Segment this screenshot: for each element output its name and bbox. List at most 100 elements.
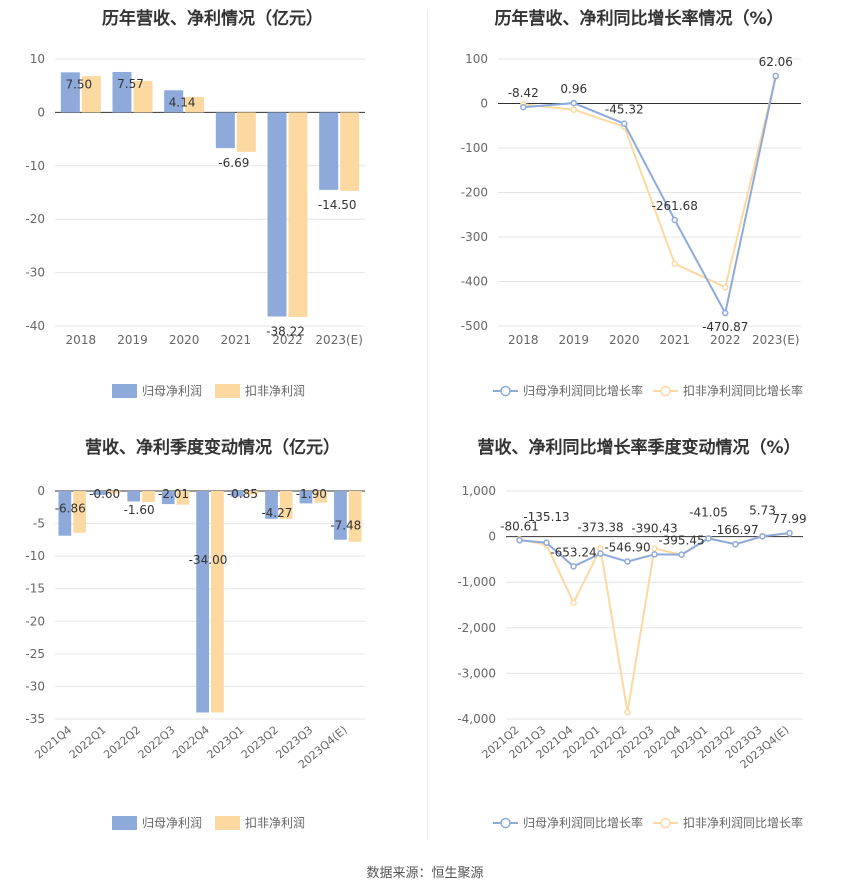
- y-tick-label: -500: [461, 319, 488, 333]
- data-source: 数据来源：恒生聚源: [366, 866, 484, 881]
- quarterly-growth-chart: 营收、净利同比增长率季度变动情况（%） 1,000 0 -1,000 -2,000 -3…: [428, 425, 850, 845]
- x-tick-label: 2022: [272, 333, 303, 347]
- data-label: -0.85: [227, 487, 258, 501]
- line-point: [651, 545, 658, 552]
- data-label: -135.13: [523, 510, 569, 524]
- bar-parent-net-profit: [161, 491, 175, 505]
- line-point: [671, 260, 678, 267]
- annual-growth-svg: 100 0 -100 -200 -300 -400 -500 2018 2019 2020 2021…: [461, 52, 803, 398]
- data-label: -8.42: [508, 86, 539, 100]
- line-point: [624, 708, 631, 716]
- data-label: 7.57: [117, 77, 144, 91]
- data-label: -373.38: [577, 521, 623, 535]
- line-point: [671, 216, 678, 224]
- data-label: 7.50: [65, 77, 92, 91]
- data-label: -166.97: [712, 523, 758, 537]
- bar-deducted-net-profit: [176, 491, 190, 505]
- x-tick-label: 2019: [558, 333, 589, 347]
- bar-deducted-net-profit: [340, 112, 360, 191]
- bar-parent-net-profit: [127, 491, 141, 502]
- line-point: [678, 551, 685, 558]
- bar-deducted-net-profit: [279, 491, 293, 520]
- y-tick-label: -10: [25, 159, 45, 173]
- data-label: -546.90: [604, 541, 650, 555]
- data-label: 4.14: [169, 95, 196, 109]
- x-tick-label: 2022Q1: [67, 723, 109, 761]
- y-tick-label: 0: [37, 484, 45, 498]
- x-tick-label: 2019: [117, 333, 148, 347]
- y-tick-label: 0: [37, 105, 45, 119]
- y-tick-label: 10: [30, 52, 45, 66]
- bar-deducted-net-profit: [288, 112, 308, 317]
- line-point: [772, 72, 779, 80]
- x-tick-label: 2022Q4: [170, 723, 212, 761]
- bar-deducted-net-profit: [245, 491, 259, 495]
- data-label: -1.60: [124, 503, 155, 517]
- legend-swatch: [112, 384, 137, 398]
- y-tick-label: -100: [461, 141, 488, 155]
- bar-parent-net-profit: [215, 112, 235, 149]
- data-label: 62.06: [759, 55, 793, 69]
- annual-growth-chart: 历年营收、净利同比增长率情况（%） 100 0 -100 -200 -300 -400 -5…: [428, 0, 850, 420]
- x-tick-label: 2023Q2: [239, 723, 281, 761]
- legend-label: 归母净利润: [142, 816, 202, 830]
- y-tick-label: -35: [25, 712, 45, 726]
- line-point: [705, 535, 712, 542]
- y-tick-label: 1,000: [462, 484, 496, 498]
- data-label: -470.87: [702, 320, 748, 334]
- x-tick-label: 2022Q2: [101, 723, 143, 761]
- y-tick-label: -40: [25, 319, 45, 333]
- line-point: [651, 551, 658, 558]
- y-tick-label: -200: [461, 186, 488, 200]
- legend-label: 归母净利润: [142, 384, 202, 398]
- legend-label: 归母净利润同比增长率: [523, 815, 643, 830]
- data-label: -0.60: [89, 487, 120, 501]
- quarterly-profit-chart: 营收、净利季度变动情况（亿元） 0 -5 -10 -15 -20 -25 -30 -35 202…: [0, 425, 425, 845]
- y-tick-label: -30: [25, 679, 45, 693]
- data-label: -390.43: [631, 521, 677, 535]
- y-tick-label: -2,000: [457, 621, 496, 635]
- x-tick-label: 2023(E): [752, 333, 799, 347]
- bar-parent-net-profit: [267, 112, 287, 317]
- x-tick-label: 2022: [710, 333, 741, 347]
- y-tick-label: -400: [461, 275, 488, 289]
- legend-swatch: [215, 384, 240, 398]
- legend-marker: [660, 817, 671, 829]
- line-point: [570, 99, 577, 107]
- bar-parent-net-profit: [334, 491, 347, 540]
- bar-parent-net-profit: [58, 491, 72, 536]
- chart-title: 营收、净利同比增长率季度变动情况（%）: [477, 438, 801, 458]
- y-tick-label: -10: [25, 549, 45, 563]
- y-tick-label: 0: [480, 97, 488, 111]
- data-label: -395.45: [658, 534, 704, 548]
- y-tick-label: -30: [25, 266, 45, 280]
- x-tick-label: 2021Q4: [32, 723, 74, 761]
- line-point: [516, 537, 523, 544]
- line-point: [759, 533, 766, 540]
- x-tick-label: 2023Q1: [205, 723, 247, 761]
- x-tick-label: 2020: [169, 333, 200, 347]
- data-label: -2.01: [158, 487, 189, 501]
- data-label: -653.24: [550, 545, 596, 559]
- line-point: [570, 563, 577, 570]
- annual-profit-chart: 历年营收、净利情况（亿元） 10 0 -10 -20 -30 -40 2018 2019 202…: [0, 0, 425, 420]
- legend-label: 归母净利润同比增长率: [523, 383, 643, 398]
- x-tick-label: 2021: [659, 333, 690, 347]
- bar-parent-net-profit: [92, 491, 106, 495]
- line-point: [624, 558, 631, 565]
- y-tick-label: -20: [25, 212, 45, 226]
- line-point: [732, 540, 739, 548]
- data-label: 5.73: [749, 503, 776, 517]
- bar-parent-net-profit: [196, 491, 209, 713]
- x-tick-label: 2023(E): [315, 333, 362, 347]
- data-label: -80.61: [500, 519, 539, 533]
- legend-label: 扣非净利润同比增长率: [683, 383, 803, 398]
- bar-parent-net-profit: [164, 90, 184, 113]
- line-point: [621, 120, 628, 127]
- bar-deducted-net-profit: [133, 80, 153, 113]
- line-point: [520, 103, 527, 111]
- bar-parent-net-profit: [60, 72, 80, 113]
- line-deducted-growth: [519, 532, 790, 713]
- bar-deducted-net-profit: [81, 76, 101, 113]
- x-tick-label: 2021: [221, 333, 252, 347]
